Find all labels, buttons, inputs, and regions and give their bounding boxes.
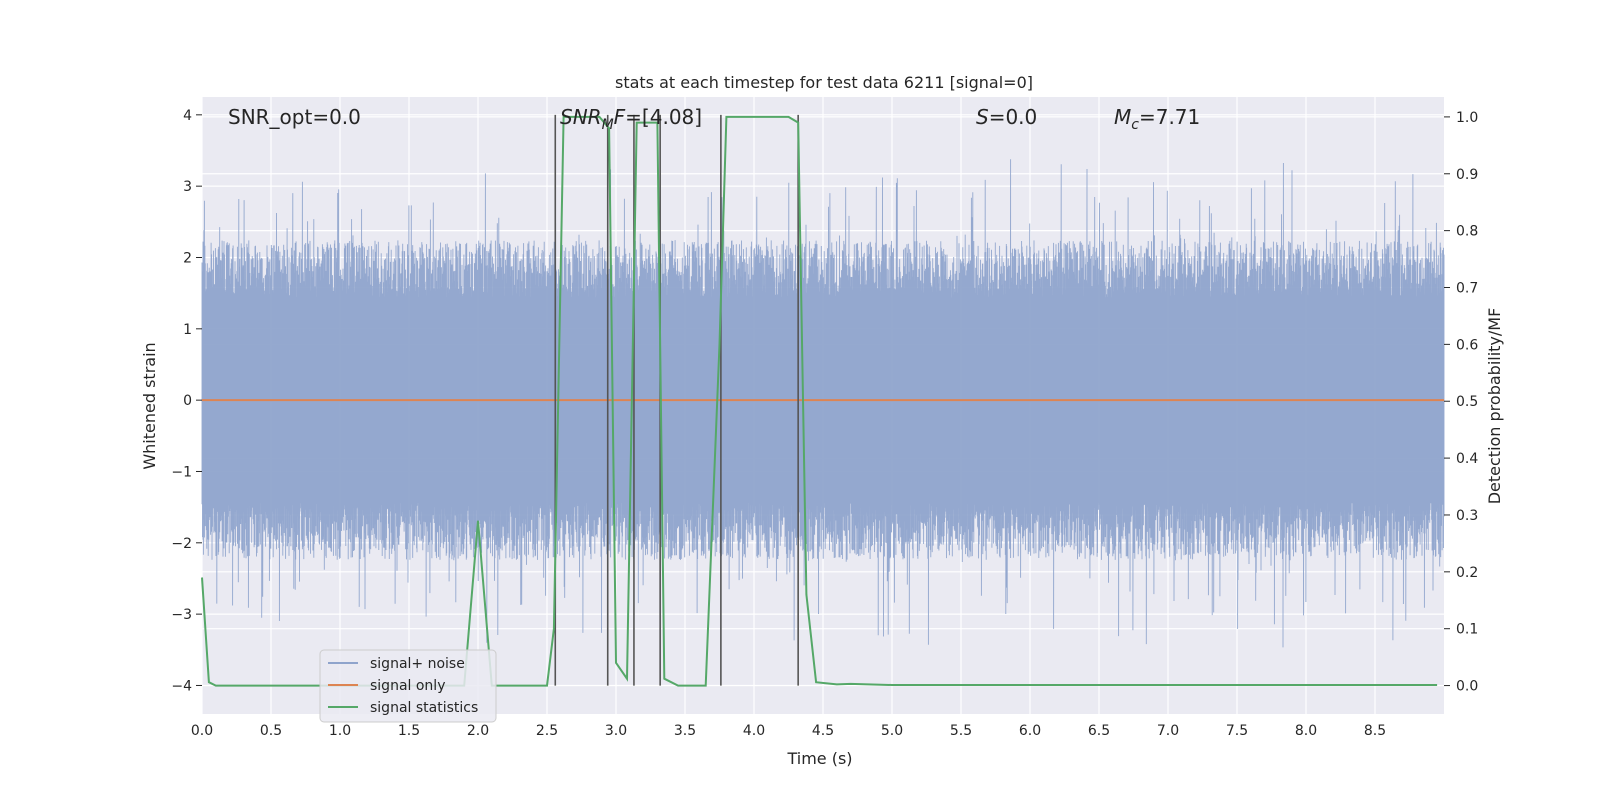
x-tick-label: 2.5 <box>536 723 558 739</box>
x-tick-label: 7.0 <box>1157 723 1179 739</box>
annotation-s: S=0.0 <box>976 105 1037 129</box>
ticks: 0.0 0.5 1.0 1.5 2.0 2.5 3.0 3.5 4.0 4.5 5.0 5.5 6.0 6… <box>171 108 1478 739</box>
x-tick-label: 5.5 <box>950 723 972 739</box>
annotation-s-main: S <box>976 105 989 129</box>
annotation-snr-mf-rest-f: F <box>614 105 626 129</box>
annotation-mc-main: M <box>1114 105 1131 129</box>
y-tick-label: 3 <box>183 179 192 195</box>
y-tick-label: −3 <box>171 607 192 623</box>
y-tick-label: 1 <box>183 322 192 338</box>
x-tick-label: 1.0 <box>329 723 351 739</box>
x-tick-label: 6.5 <box>1088 723 1110 739</box>
legend-label-statistics: signal statistics <box>370 700 478 716</box>
y-tick-label: −4 <box>171 678 192 694</box>
y2-tick-label: 0.8 <box>1456 224 1478 240</box>
x-tick-label: 5.0 <box>881 723 903 739</box>
y2-tick-label: 0.4 <box>1456 451 1478 467</box>
x-tick-label: 3.0 <box>605 723 627 739</box>
x-tick-label: 4.0 <box>743 723 765 739</box>
y2-tick-label: 0.1 <box>1456 622 1478 638</box>
y2-tick-label: 0.0 <box>1456 679 1478 695</box>
chart-title: stats at each timestep for test data 621… <box>615 73 1033 92</box>
y-tick-label: −2 <box>171 536 192 552</box>
x-tick-label: 0.0 <box>191 723 213 739</box>
y2-tick-label: 0.2 <box>1456 565 1478 581</box>
annotation-mc-rest: =7.71 <box>1139 105 1200 129</box>
x-tick-label: 3.5 <box>674 723 696 739</box>
x-tick-label: 8.5 <box>1364 723 1386 739</box>
x-tick-label: 0.5 <box>260 723 282 739</box>
annotation-snr-opt: SNR_opt=0.0 <box>228 105 361 129</box>
x-axis-label: Time (s) <box>786 749 852 768</box>
y-axis-label: Whitened strain <box>140 342 159 469</box>
y-tick-label: 2 <box>183 250 192 266</box>
annotation-snr-mf: SNRMF=[4.08] <box>560 105 702 133</box>
annotation-s-rest: =0.0 <box>989 105 1038 129</box>
y2-tick-label: 0.5 <box>1456 394 1478 410</box>
x-tick-label: 1.5 <box>398 723 420 739</box>
annotation-mc-sub: c <box>1131 117 1139 133</box>
noise-trace <box>201 159 1445 648</box>
annotation-mc: Mc=7.71 <box>1114 105 1200 133</box>
y-tick-label: −1 <box>171 464 192 480</box>
noise-series <box>201 159 1445 648</box>
legend-label-noise: signal+ noise <box>370 656 465 672</box>
y2-tick-label: 0.7 <box>1456 281 1478 297</box>
annotation-snr-mf-main: SNR <box>560 105 602 129</box>
y2-axis-label: Detection probability/MF <box>1485 308 1504 505</box>
y2-tick-label: 1.0 <box>1456 110 1478 126</box>
x-tick-label: 8.0 <box>1295 723 1317 739</box>
legend-label-signal: signal only <box>370 678 445 694</box>
y2-tick-label: 0.9 <box>1456 167 1478 183</box>
legend: signal+ noise signal only signal statist… <box>319 649 497 723</box>
legend-box <box>319 649 497 723</box>
y-tick-label: 4 <box>183 108 192 124</box>
x-tick-label: 7.5 <box>1226 723 1248 739</box>
y-tick-label: 0 <box>183 393 192 409</box>
x-tick-label: 2.0 <box>467 723 489 739</box>
x-tick-label: 4.5 <box>812 723 834 739</box>
x-tick-label: 6.0 <box>1019 723 1041 739</box>
y2-tick-label: 0.6 <box>1456 337 1478 353</box>
annotation-snr-mf-rest: =[4.08] <box>625 105 702 129</box>
annotation-snr-mf-sub: M <box>602 117 614 133</box>
y2-tick-label: 0.3 <box>1456 508 1478 524</box>
